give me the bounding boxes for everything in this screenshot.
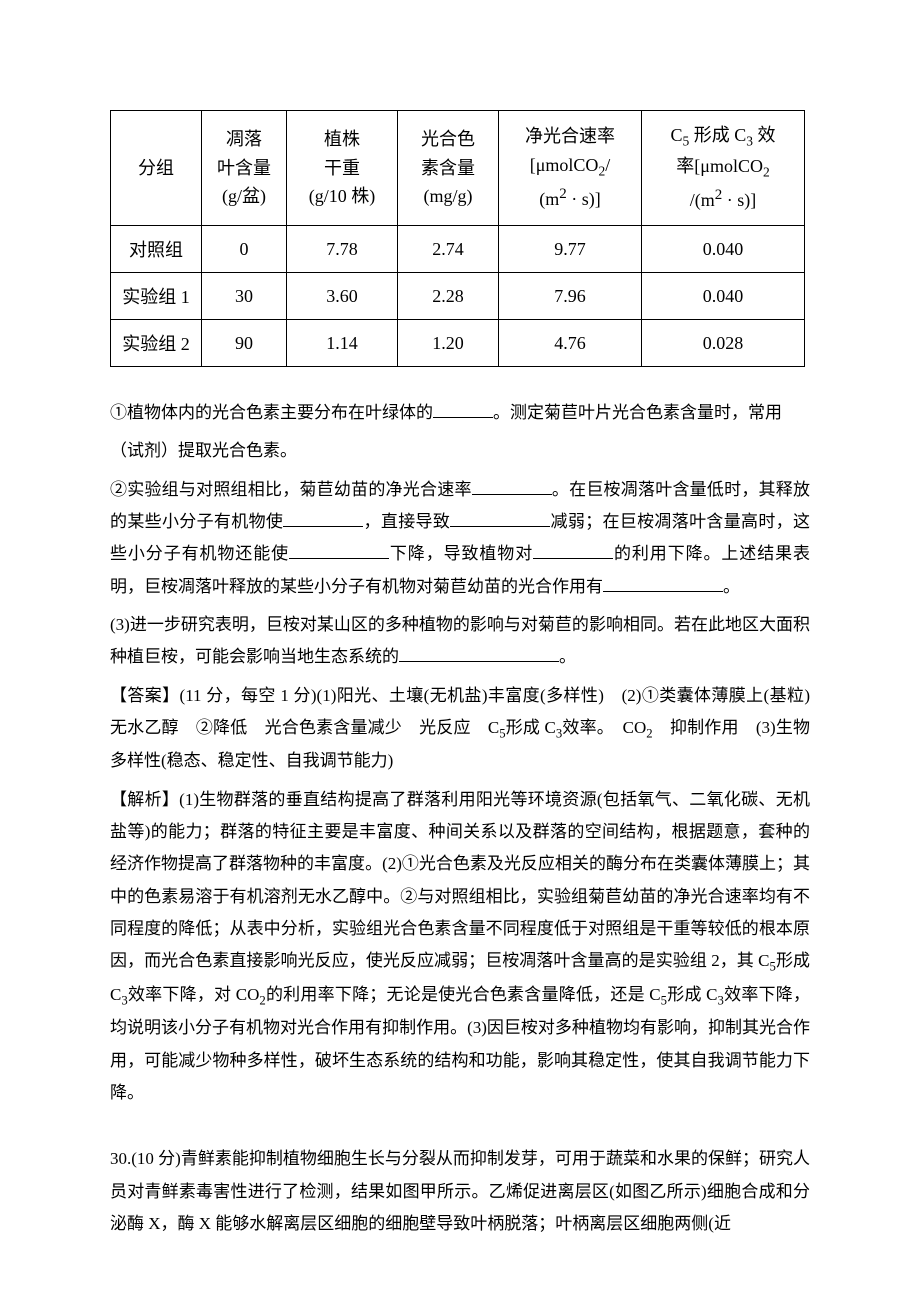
answer-block: 【答案】(11 分，每空 1 分)(1)阳光、土壤(无机盐)丰富度(多样性) (… [110, 680, 810, 778]
answer-body: (11 分，每空 1 分)(1)阳光、土壤(无机盐)丰富度(多样性) (2)①类… [110, 686, 827, 771]
table-row: 对照组07.782.749.770.040 [111, 226, 805, 273]
text: （试剂）提取光合色素。 [110, 441, 297, 460]
table-cell: 7.78 [287, 226, 398, 273]
table-cell: 9.77 [499, 226, 642, 273]
explanation-block: 【解析】(1)生物群落的垂直结构提高了群落利用阳光等环境资源(包括氧气、二氧化碳… [110, 784, 810, 1110]
question-2-1-tail: （试剂）提取光合色素。 [110, 435, 810, 467]
text: ①植物体内的光合色素主要分布在叶绿体的 [110, 403, 433, 422]
question-3: (3)进一步研究表明，巨桉对某山区的多种植物的影响与对菊苣的影响相同。若在此地区… [110, 609, 810, 674]
text: 30.(10 分)青鲜素能抑制植物细胞生长与分裂从而抑制发芽，可用于蔬菜和水果的… [110, 1149, 810, 1233]
blank-fill [399, 644, 559, 662]
table-header-cell: 光合色素含量(mg/g) [398, 111, 499, 226]
table-cell: 1.14 [287, 320, 398, 367]
question-2-1: ①植物体内的光合色素主要分布在叶绿体的 。测定菊苣叶片光合色素含量时，常用 [110, 397, 810, 429]
blank-fill [603, 574, 723, 592]
explanation-body: (1)生物群落的垂直结构提高了群落利用阳光等环境资源(包括氧气、二氧化碳、无机盐… [110, 790, 810, 1102]
text: 。 [723, 577, 740, 596]
blank-fill [433, 400, 493, 418]
table-cell: 2.28 [398, 273, 499, 320]
table-cell: 30 [202, 273, 287, 320]
table-row: 实验组 1303.602.287.960.040 [111, 273, 805, 320]
table-cell: 0 [202, 226, 287, 273]
table-cell: 4.76 [499, 320, 642, 367]
blank-fill [472, 477, 552, 495]
table-header-cell: 植株干重(g/10 株) [287, 111, 398, 226]
text: 。测定菊苣叶片光合色素含量时，常用 [493, 403, 782, 422]
table-cell: 2.74 [398, 226, 499, 273]
table-header-cell: 净光合速率[μmolCO2/(m2 · s)] [499, 111, 642, 226]
blank-fill [533, 541, 613, 559]
explanation-label: 【解析】 [110, 790, 179, 809]
section-gap [110, 1115, 810, 1143]
question-30: 30.(10 分)青鲜素能抑制植物细胞生长与分裂从而抑制发芽，可用于蔬菜和水果的… [110, 1143, 810, 1240]
table-cell: 实验组 1 [111, 273, 202, 320]
table-header-cell: 分组 [111, 111, 202, 226]
table-cell: 1.20 [398, 320, 499, 367]
question-2-2: ②实验组与对照组相比，菊苣幼苗的净光合速率。在巨桉凋落叶含量低时，其释放的某些小… [110, 474, 810, 603]
text: 下降，导致植物对 [389, 544, 533, 563]
document-page: 分组凋落叶含量(g/盆)植株干重(g/10 株)光合色素含量(mg/g)净光合速… [0, 0, 920, 1306]
table-row: 实验组 2901.141.204.760.028 [111, 320, 805, 367]
blank-fill [283, 509, 363, 527]
answer-label: 【答案】 [110, 686, 180, 705]
blank-fill [289, 541, 389, 559]
experiment-data-table: 分组凋落叶含量(g/盆)植株干重(g/10 株)光合色素含量(mg/g)净光合速… [110, 110, 805, 367]
table-cell: 实验组 2 [111, 320, 202, 367]
text: ，直接导致 [363, 512, 450, 531]
table-cell: 0.040 [642, 273, 805, 320]
table-cell: 0.028 [642, 320, 805, 367]
blank-fill [450, 509, 550, 527]
text: 。 [559, 647, 576, 666]
text: ②实验组与对照组相比，菊苣幼苗的净光合速率 [110, 480, 472, 499]
table-cell: 90 [202, 320, 287, 367]
table-cell: 3.60 [287, 273, 398, 320]
table-cell: 对照组 [111, 226, 202, 273]
table-cell: 0.040 [642, 226, 805, 273]
table-header-cell: C5 形成 C3 效率[μmolCO2/(m2 · s)] [642, 111, 805, 226]
table-cell: 7.96 [499, 273, 642, 320]
table-header-row: 分组凋落叶含量(g/盆)植株干重(g/10 株)光合色素含量(mg/g)净光合速… [111, 111, 805, 226]
table-header-cell: 凋落叶含量(g/盆) [202, 111, 287, 226]
